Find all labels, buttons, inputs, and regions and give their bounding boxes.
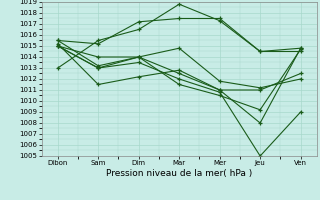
X-axis label: Pression niveau de la mer( hPa ): Pression niveau de la mer( hPa ): [106, 169, 252, 178]
